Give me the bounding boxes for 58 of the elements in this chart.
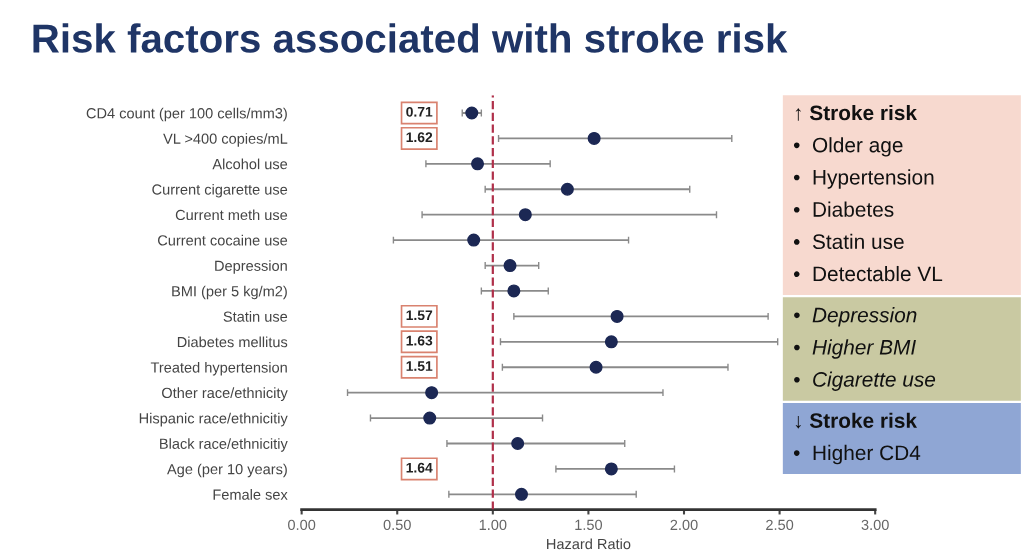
x-tick-label: 0.00 [288,519,316,531]
x-tick-label: 3.00 [861,519,889,531]
chart-title: Risk factors associated with stroke risk [33,23,788,53]
annotation: • Hypertension [793,169,934,189]
y-tick-label: Current meth use [175,209,288,221]
y-tick-label: Black race/ethnicitiy [160,438,288,452]
x-tick-label: 2.00 [670,519,698,531]
y-tick-label: Statin use [223,311,288,322]
point [589,360,603,374]
x-axis-title: Hazard Ratio [547,538,631,550]
annotation: 1.57 [406,310,433,321]
point [507,284,521,298]
y-tick-label: Current cigarette use [152,183,288,198]
point [425,386,439,400]
annotation: • Diabetes [793,201,894,217]
annotation: • Statin use [793,233,904,250]
y-tick-label: Current cocaine use [158,234,288,246]
point [518,208,532,222]
annotation: 1.51 [406,361,433,371]
point [604,462,618,476]
point [467,233,481,247]
annotation: • Depression [794,307,917,327]
annotation: 1.63 [406,335,433,346]
y-tick-label: Alcohol use [212,158,288,170]
point [587,131,601,145]
point [471,157,485,171]
annotation: • Cigarette use [794,371,936,391]
annotation: ↑ Stroke risk [795,104,918,121]
y-tick-label: Depression [215,260,287,274]
x-tick-label: 0.50 [383,519,411,531]
annotation: • Higher BMI [794,339,916,359]
x-tick-label: 2.50 [766,519,794,531]
annotation: 1.62 [406,132,433,143]
annotation: • Older age [793,137,903,157]
annotation: • Detectable VL [793,265,943,282]
point [511,436,525,451]
y-tick-label: CD4 count (per 100 cells/mm3) [86,107,287,122]
x-tick-label: 1.00 [479,519,507,531]
x-tick-label: 1.50 [575,519,603,531]
point [423,411,437,425]
annotation: • Higher CD4 [793,444,921,465]
annotation: 1.64 [406,462,433,473]
point [514,487,529,501]
point [610,309,624,323]
y-tick-label: Diabetes mellitus [177,336,288,348]
annotation: ↓ Stroke risk [795,412,918,429]
point [465,106,479,120]
point [560,182,574,196]
point [604,335,618,349]
y-tick-label: Age (per 10 years) [167,463,287,478]
y-tick-label: VL >400 copies/mL [163,133,288,147]
y-tick-label: Hispanic race/ethnicitiy [139,412,288,427]
y-tick-label: Treated hypertension [150,361,287,376]
y-tick-label: Other race/ethnicity [162,387,288,401]
y-tick-label: BMI (per 5 kg/m2) [172,285,287,300]
y-tick-label: Female sex [213,489,288,500]
point [503,259,517,273]
annotation: 0.71 [406,106,433,117]
